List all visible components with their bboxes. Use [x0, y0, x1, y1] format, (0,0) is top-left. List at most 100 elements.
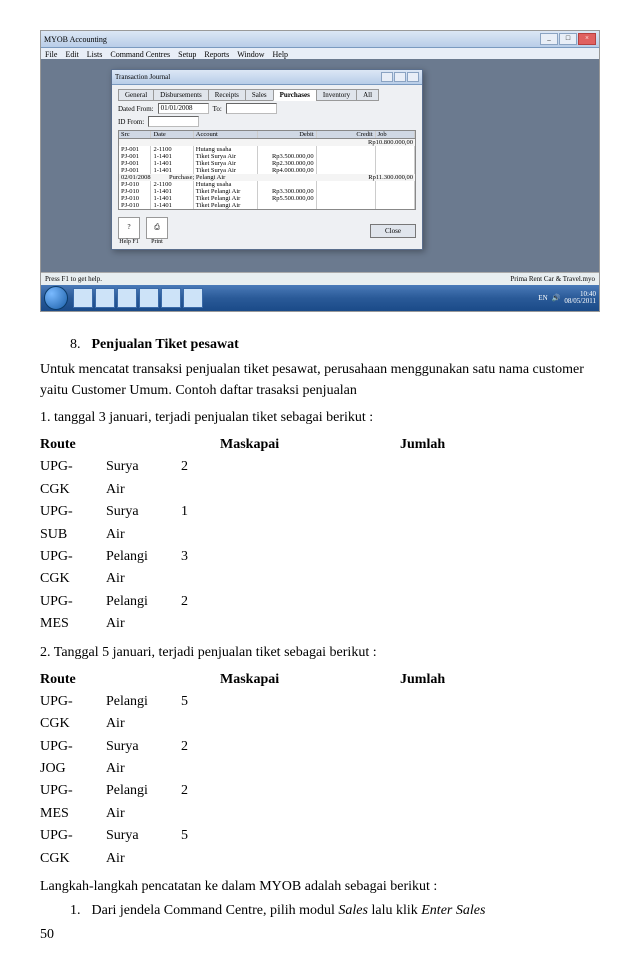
filter-row-id: ID From:: [118, 116, 416, 127]
sales-table-2: Route Maskapai Jumlah UPG-CGKPelangi Air…: [40, 669, 510, 871]
child-minimize-icon[interactable]: [381, 72, 393, 82]
taskbar-firefox-icon[interactable]: [161, 288, 181, 308]
tab-purchases[interactable]: Purchases: [273, 89, 317, 101]
menu-command-centres[interactable]: Command Centres: [110, 50, 170, 59]
ledger-row[interactable]: PJ-0101-1401Tiket Pelangi AirRp5.500.000…: [119, 195, 415, 202]
paragraph-intro: Untuk mencatat transaksi penjualan tiket…: [40, 359, 598, 401]
ledger-row[interactable]: PJ-0012-1100Hutang usaha: [119, 146, 415, 153]
tray-date: 08/05/2011: [564, 298, 596, 305]
id-from-label: ID From:: [118, 118, 144, 126]
dated-from-label: Dated From:: [118, 105, 154, 113]
menu-file[interactable]: File: [45, 50, 57, 59]
myob-screenshot: MYOB Accounting _ □ × File Edit Lists Co…: [40, 30, 600, 312]
table-row: UPG-CGKSurya Air5: [40, 825, 220, 870]
ledger-header: Src Date Account Debit Credit Job: [119, 131, 415, 139]
sales-table-1: Route Maskapai Jumlah UPG-CGKSurya Air2U…: [40, 434, 510, 636]
ledger-row[interactable]: PJ-0011-1401Tiket Surya AirRp3.500.000,0…: [119, 153, 415, 160]
ledger-group-2[interactable]: 02/01/2008 Purchase; Pelangi Air Rp11.30…: [119, 174, 415, 181]
ledger-group-1[interactable]: Rp10.800.000,00: [119, 139, 415, 146]
status-left: Press F1 to get help.: [45, 275, 102, 283]
table-row: UPG-MESPelangi Air2: [40, 591, 220, 636]
ledger-row[interactable]: PJ-0102-1100Hutang usaha: [119, 181, 415, 188]
menu-lists[interactable]: Lists: [87, 50, 103, 59]
col-account: Account: [194, 131, 258, 138]
id-from-input[interactable]: [148, 116, 199, 127]
table-row: UPG-SUBSurya Air1: [40, 501, 220, 546]
dated-to-input[interactable]: [226, 103, 277, 114]
statusbar: Press F1 to get help. Prima Rent Car & T…: [41, 272, 599, 285]
filter-row: Dated From: 01/01/2008 To:: [118, 103, 416, 114]
taskbar: EN 🔊 10:40 08/05/2011: [41, 285, 599, 311]
menu-edit[interactable]: Edit: [65, 50, 78, 59]
page-number: 50: [40, 927, 598, 943]
th-maskapai: Maskapai: [220, 434, 400, 456]
tab-disbursements[interactable]: Disbursements: [153, 89, 209, 101]
ledger-row[interactable]: PJ-0101-1401Tiket Pelangi AirRp3.300.000…: [119, 188, 415, 195]
ledger-table: Src Date Account Debit Credit Job Rp10.8…: [118, 130, 416, 210]
journal-tabs: General Disbursements Receipts Sales Pur…: [118, 89, 416, 101]
table-row: UPG-CGKPelangi Air5: [40, 691, 220, 736]
list-item-2: 2. Tanggal 5 januari, terjadi penjualan …: [40, 642, 598, 663]
close-icon[interactable]: ×: [578, 33, 596, 45]
app-title: MYOB Accounting: [44, 35, 107, 44]
child-maximize-icon[interactable]: [394, 72, 406, 82]
close-button[interactable]: Close: [370, 224, 416, 238]
col-debit: Debit: [258, 131, 317, 138]
taskbar-folder-icon[interactable]: [139, 288, 159, 308]
tab-general[interactable]: General: [118, 89, 154, 101]
dated-from-input[interactable]: 01/01/2008: [158, 103, 209, 114]
help-icon[interactable]: ?: [118, 217, 140, 239]
child-titlebar: Transaction Journal: [112, 70, 422, 85]
col-job: Job: [376, 131, 415, 138]
section-heading: 8. Penjualan Tiket pesawat: [70, 337, 598, 353]
mdi-area: Transaction Journal General Disbursement…: [41, 59, 599, 285]
child-close-icon[interactable]: [407, 72, 419, 82]
start-button[interactable]: [44, 286, 68, 310]
table-row: UPG-CGKSurya Air2: [40, 456, 220, 501]
th-maskapai: Maskapai: [220, 669, 400, 691]
ledger-row[interactable]: PJ-0101-1401Tiket Pelangi Air: [119, 202, 415, 209]
step-1-sales: Sales: [338, 903, 368, 918]
section-title: Penjualan Tiket pesawat: [92, 337, 239, 352]
ledger-row[interactable]: PJ-0011-1401Tiket Surya AirRp4.000.000,0…: [119, 167, 415, 174]
tab-all[interactable]: All: [356, 89, 379, 101]
transaction-journal-window: Transaction Journal General Disbursement…: [111, 69, 423, 250]
system-tray: EN 🔊 10:40 08/05/2011: [538, 291, 596, 305]
taskbar-explorer-icon[interactable]: [95, 288, 115, 308]
taskbar-ie-icon[interactable]: [73, 288, 93, 308]
step-1-enter-sales: Enter Sales: [421, 903, 485, 918]
child-title-text: Transaction Journal: [115, 73, 170, 81]
maximize-icon[interactable]: □: [559, 33, 577, 45]
menu-setup[interactable]: Setup: [178, 50, 196, 59]
step-1: 1. Dari jendela Command Centre, pilih mo…: [70, 903, 598, 919]
child-footer: ? Help F1 ⎙ Print Close: [112, 213, 422, 249]
minimize-icon[interactable]: _: [540, 33, 558, 45]
dated-to-label: To:: [213, 105, 222, 113]
steps-intro: Langkah-langkah pencatatan ke dalam MYOB…: [40, 876, 598, 897]
col-credit: Credit: [317, 131, 376, 138]
th-jumlah: Jumlah: [400, 434, 510, 456]
section-number: 8.: [70, 337, 88, 353]
menu-help[interactable]: Help: [273, 50, 289, 59]
main-window-titlebar: MYOB Accounting _ □ ×: [41, 31, 599, 48]
tab-inventory[interactable]: Inventory: [316, 89, 357, 101]
print-icon[interactable]: ⎙: [146, 217, 168, 239]
tray-speaker-icon[interactable]: 🔊: [552, 294, 561, 302]
table-row: UPG-JOGSurya Air2: [40, 736, 220, 781]
taskbar-app-icon[interactable]: [183, 288, 203, 308]
tray-lang[interactable]: EN: [538, 294, 547, 302]
th-route: Route: [40, 669, 220, 691]
menu-window[interactable]: Window: [237, 50, 264, 59]
status-right: Prima Rent Car & Travel.myo: [510, 275, 595, 283]
ledger-row[interactable]: PJ-0011-1401Tiket Surya AirRp2.300.000,0…: [119, 160, 415, 167]
menu-reports[interactable]: Reports: [204, 50, 229, 59]
help-label: Help F1: [118, 239, 140, 245]
tab-receipts[interactable]: Receipts: [208, 89, 246, 101]
tab-sales[interactable]: Sales: [245, 89, 274, 101]
table-row: UPG-MESPelangi Air2: [40, 780, 220, 825]
th-route: Route: [40, 434, 220, 456]
taskbar-word-icon[interactable]: [117, 288, 137, 308]
col-src: Src: [119, 131, 151, 138]
list-item-1: 1. tanggal 3 januari, terjadi penjualan …: [40, 407, 598, 428]
col-date: Date: [151, 131, 193, 138]
